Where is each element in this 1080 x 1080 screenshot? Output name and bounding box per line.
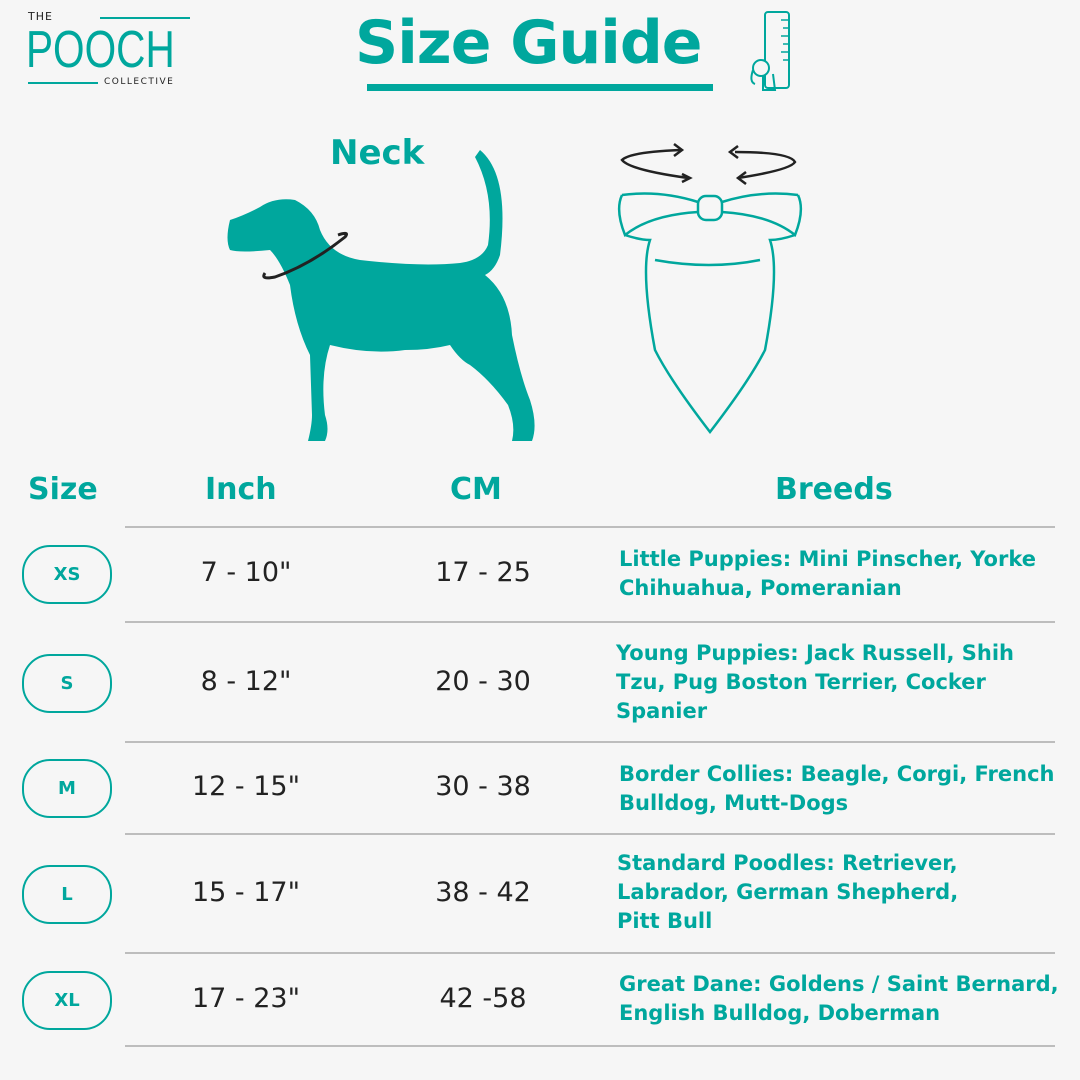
divider (125, 621, 1055, 623)
header-breeds: Breeds (775, 472, 893, 507)
bandana-icon (617, 143, 803, 435)
inch-value: 17 - 23" (191, 983, 301, 1014)
size-badge: M (22, 759, 112, 818)
cm-value: 30 - 38 (435, 771, 531, 802)
divider (125, 833, 1055, 835)
divider (125, 1045, 1055, 1047)
inch-value: 7 - 10" (200, 557, 292, 588)
ruler-dog-icon (750, 11, 790, 91)
logo-rule-top (100, 17, 190, 19)
header-size: Size (28, 472, 98, 507)
cm-value: 38 - 42 (435, 877, 531, 908)
size-badge: XL (22, 971, 112, 1030)
divider (125, 952, 1055, 954)
logo-the: THE (28, 10, 53, 23)
neck-label: Neck (330, 133, 425, 173)
logo-pooch: POOCH (26, 21, 175, 79)
breeds-text: Great Dane: Goldens / Saint Bernard, Eng… (619, 972, 1059, 1025)
dog-silhouette-icon (227, 150, 535, 441)
title-underline (367, 84, 713, 91)
breeds-text: Young Puppies: Jack Russell, Shih Tzu, P… (616, 641, 1014, 723)
logo-rule-bottom (28, 82, 98, 84)
divider (125, 741, 1055, 743)
cm-value: 20 - 30 (435, 666, 531, 697)
size-badge: L (22, 865, 112, 924)
cm-value: 42 -58 (439, 983, 527, 1014)
divider (125, 526, 1055, 528)
cm-value: 17 - 25 (435, 557, 531, 588)
breeds-text: Little Puppies: Mini Pinscher, Yorke Chi… (619, 547, 1036, 600)
header-inch: Inch (205, 472, 277, 507)
header-cm: CM (450, 472, 502, 507)
breeds-text: Border Collies: Beagle, Corgi, French Bu… (619, 762, 1055, 815)
inch-value: 8 - 12" (200, 666, 292, 697)
inch-value: 12 - 15" (191, 771, 301, 802)
inch-value: 15 - 17" (191, 877, 301, 908)
page-title: Size Guide (355, 8, 702, 78)
logo-collective: COLLECTIVE (104, 77, 175, 87)
size-badge: S (22, 654, 112, 713)
breeds-text: Standard Poodles: Retriever, Labrador, G… (617, 851, 959, 933)
size-badge: XS (22, 545, 112, 604)
